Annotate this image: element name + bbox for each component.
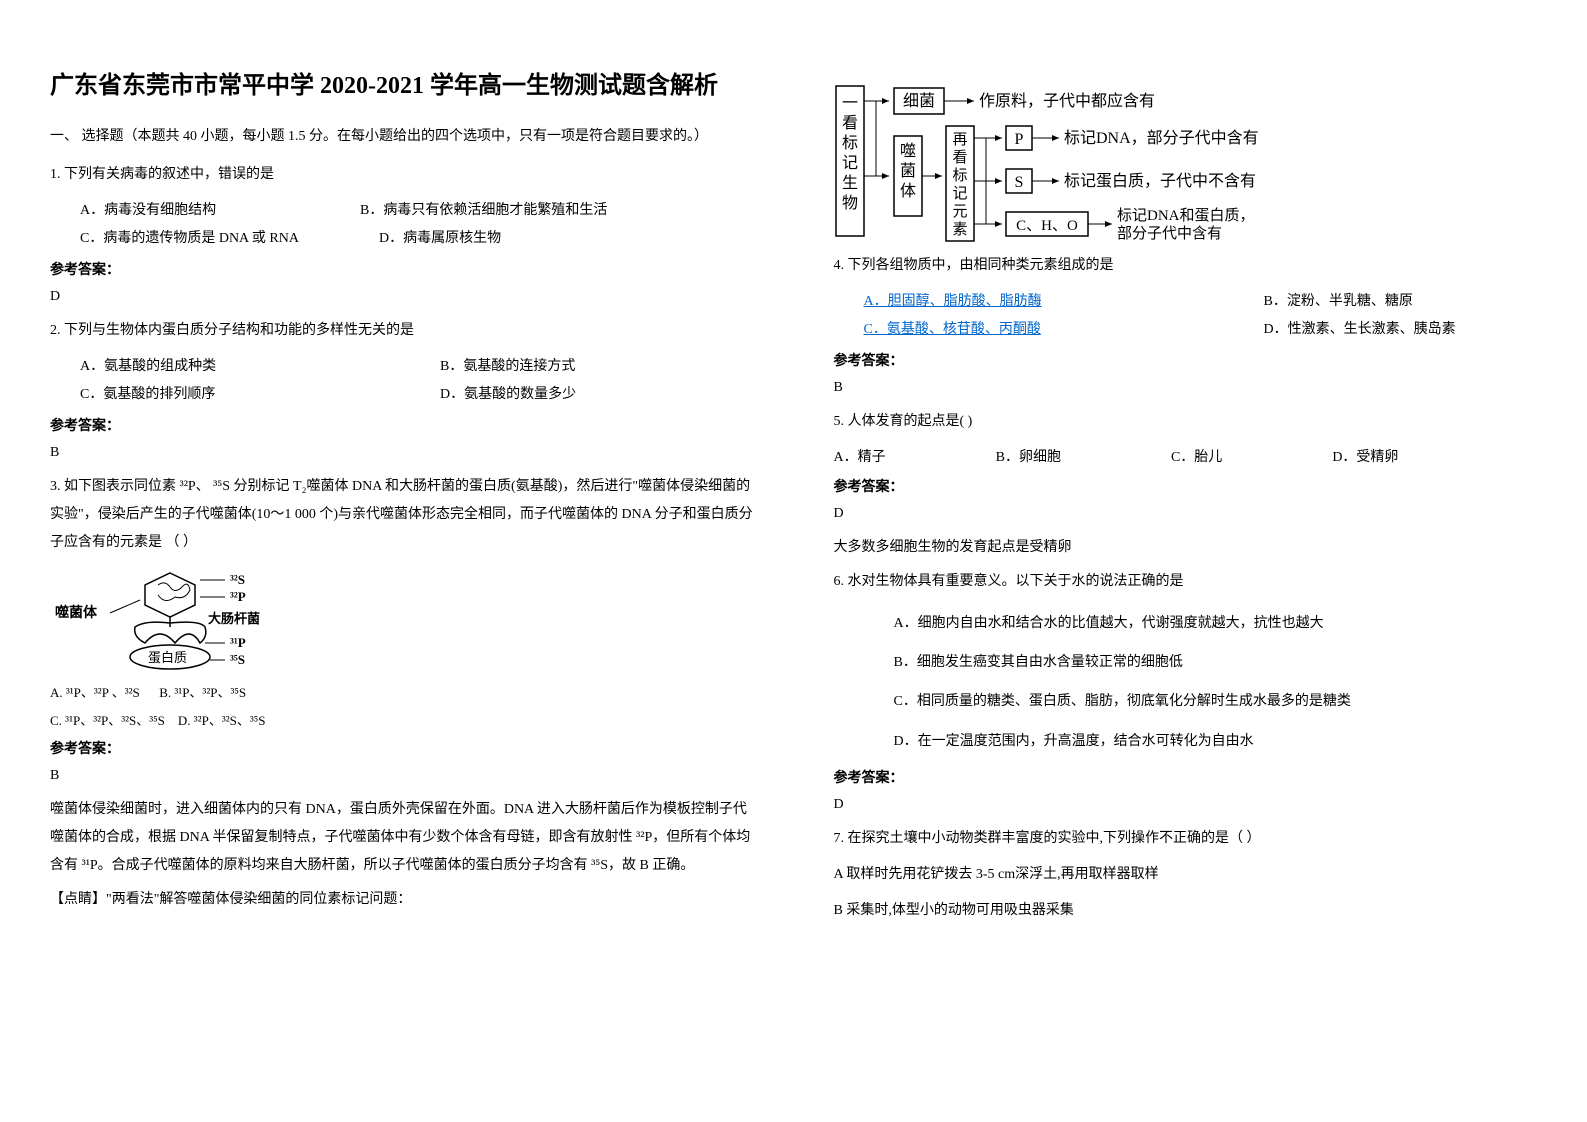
q4-b: B．淀粉、半乳糖、糖原 (1264, 288, 1464, 316)
q5-opts: A．精子 B．卵细胞 C．胎儿 D．受精卵 (834, 444, 1538, 472)
q7-b: B 采集时,体型小的动物可用吸虫器采集 (834, 897, 1538, 925)
svg-text:部分子代中含有: 部分子代中含有 (1117, 225, 1222, 242)
q6-stem: 6. 水对生物体具有重要意义。以下关于水的说法正确的是 (834, 568, 1538, 596)
svg-text:标: 标 (952, 167, 967, 184)
q2-ans-label: 参考答案： (50, 415, 754, 435)
q1-c: C．病毒的遗传物质是 DNA 或 RNA (80, 225, 299, 253)
q5-c: C．胎儿 (1171, 444, 1222, 472)
page-title: 广东省东莞市市常平中学 2020-2021 学年高一生物测试题含解析 (50, 70, 754, 104)
flow-diagram: 一 看 标 记 生 物 细菌 作原料，子代中都应含有 噬 菌 体 再 (834, 76, 1538, 246)
q7-stem: 7. 在探究土壤中小动物类群丰富度的实验中,下列操作不正确的是（ ） (834, 825, 1538, 853)
svg-text:记: 记 (952, 185, 967, 202)
svg-text:看: 看 (952, 149, 967, 166)
svg-text:体: 体 (899, 182, 915, 200)
svg-text:标: 标 (841, 134, 857, 152)
q2-opts: A．氨基酸的组成种类 B．氨基酸的连接方式 C．氨基酸的排列顺序 D．氨基酸的数… (50, 353, 754, 409)
svg-text:元: 元 (952, 204, 967, 220)
q4-ans-label: 参考答案： (834, 350, 1538, 370)
svg-text:素: 素 (952, 221, 967, 238)
q4-stem: 4. 下列各组物质中，由相同种类元素组成的是 (834, 252, 1538, 280)
flow-s: S (1014, 174, 1023, 191)
q4-c[interactable]: C．氨基酸、核苷酸、丙酮酸 (864, 316, 1064, 344)
svg-text:再: 再 (952, 132, 967, 148)
q4-opts: A．胆固醇、脂肪酸、脂肪酶 B．淀粉、半乳糖、糖原 C．氨基酸、核苷酸、丙酮酸 … (834, 288, 1538, 344)
q3-fig-protein: 蛋白质 (148, 650, 187, 665)
section1-head: 一、 选择题（本题共 40 小题，每小题 1.5 分。在每小题给出的四个选项中，… (50, 124, 754, 149)
q3-ans-label: 参考答案： (50, 738, 754, 758)
q1-stem: 1. 下列有关病毒的叙述中，错误的是 (50, 161, 754, 189)
q2-c: C．氨基酸的排列顺序 (80, 381, 280, 409)
svg-text:菌: 菌 (899, 162, 915, 180)
right-column: 一 看 标 记 生 物 细菌 作原料，子代中都应含有 噬 菌 体 再 (794, 0, 1587, 1122)
q3-fig-p31: ³¹P (230, 635, 246, 650)
svg-text:看: 看 (841, 114, 857, 132)
left-column: 广东省东莞市市常平中学 2020-2021 学年高一生物测试题含解析 一、 选择… (0, 0, 794, 1122)
q3-cd: C. ³¹P、³²P、³²S、³⁵S D. ³²P、³²S、³⁵S (50, 709, 754, 734)
q2-stem: 2. 下列与生物体内蛋白质分子结构和功能的多样性无关的是 (50, 317, 754, 345)
q2-b: B．氨基酸的连接方式 (440, 353, 640, 381)
q6-ans: D (834, 797, 1538, 813)
q3-explain: 噬菌体侵染细菌时，进入细菌体内的只有 DNA，蛋白质外壳保留在外面。DNA 进入… (50, 796, 754, 880)
q2-ans: B (50, 445, 754, 461)
q3-ab: A. ³¹P、³²P 、³²S B. ³¹P、³²P、³⁵S (50, 681, 754, 706)
q3-tip: 【点睛】"两看法"解答噬菌体侵染细菌的同位素标记问题： (50, 886, 754, 914)
q7-a: A 取样时先用花铲拨去 3-5 cm深浮土,再用取样器取样 (834, 861, 1538, 889)
flow-cho: C、H、O (1016, 218, 1078, 234)
q3-ans: B (50, 768, 754, 784)
q2-a: A．氨基酸的组成种类 (80, 353, 280, 381)
q3-b: B. ³¹P、³²P、³⁵S (159, 685, 246, 700)
q6-ans-label: 参考答案： (834, 767, 1538, 787)
q1-d: D．病毒属原核生物 (379, 225, 579, 253)
q1-ans: D (50, 289, 754, 305)
q4-a[interactable]: A．胆固醇、脂肪酸、脂肪酶 (864, 288, 1064, 316)
flow-p: P (1014, 131, 1023, 148)
q3-fig-phage: 噬菌体 (55, 604, 98, 621)
q3-fig-s35: ³⁵S (230, 652, 245, 667)
q5-a: A．精子 (834, 444, 886, 472)
q5-ans-label: 参考答案： (834, 476, 1538, 496)
q3-stem: 3. 如下图表示同位素 ³²P、 ³⁵S 分别标记 T₂噬菌体 DNA 和大肠杆… (50, 473, 754, 557)
svg-text:物: 物 (841, 194, 857, 212)
q5-ans: D (834, 506, 1538, 522)
q5-b: B．卵细胞 (996, 444, 1061, 472)
q1-opts: A．病毒没有细胞结构 B．病毒只有依赖活细胞才能繁殖和生活 C．病毒的遗传物质是… (50, 197, 754, 253)
q4-d: D．性激素、生长激素、胰岛素 (1264, 316, 1464, 344)
q5-d: D．受精卵 (1332, 444, 1398, 472)
q6-b: B．细胞发生癌变其自由水含量较正常的细胞低 (894, 643, 1538, 682)
q3-fig-p32: ³²P (230, 589, 246, 604)
svg-text:标记DNA和蛋白质，: 标记DNA和蛋白质， (1117, 207, 1255, 224)
svg-text:生: 生 (841, 174, 857, 192)
flow-b1: 细菌 (902, 92, 934, 110)
q1-a: A．病毒没有细胞结构 (80, 197, 280, 225)
flow-p-out: 标记DNA，部分子代中含有 (1064, 129, 1259, 147)
q1-ans-label: 参考答案： (50, 259, 754, 279)
flow-b1-out: 作原料，子代中都应含有 (979, 91, 1155, 110)
svg-text:记: 记 (841, 154, 857, 172)
svg-text:噬: 噬 (899, 142, 915, 160)
flow-s-out: 标记蛋白质，子代中不含有 (1064, 172, 1256, 190)
q3-c: C. ³¹P、³²P、³²S、³⁵S (50, 713, 165, 728)
q5-stem: 5. 人体发育的起点是( ) (834, 408, 1538, 436)
q4-ans: B (834, 380, 1538, 396)
q5-explain: 大多数多细胞生物的发育起点是受精卵 (834, 534, 1538, 562)
q3-fig-ecoli: 大肠杆菌 (208, 611, 260, 626)
q1-b: B．病毒只有依赖活细胞才能繁殖和生活 (360, 197, 607, 225)
q6-d: D．在一定温度范围内，升高温度，结合水可转化为自由水 (894, 722, 1538, 761)
q6-opts: A．细胞内自由水和结合水的比值越大，代谢强度就越大，抗性也越大 B．细胞发生癌变… (834, 604, 1538, 761)
q3-d: D. ³²P、³²S、³⁵S (178, 713, 266, 728)
q2-d: D．氨基酸的数量多少 (440, 381, 640, 409)
q6-a: A．细胞内自由水和结合水的比值越大，代谢强度就越大，抗性也越大 (894, 604, 1538, 643)
q3-fig-s32: ³²S (230, 572, 245, 587)
q3-a: A. ³¹P、³²P 、³²S (50, 685, 140, 700)
q3-figure: ³²S ³²P 大肠杆菌 ³¹P 蛋白质 ³⁵S 噬菌体 (50, 565, 754, 675)
svg-text:一: 一 (841, 95, 857, 112)
q6-c: C．相同质量的糖类、蛋白质、脂肪，彻底氧化分解时生成水最多的是糖类 (894, 682, 1538, 721)
